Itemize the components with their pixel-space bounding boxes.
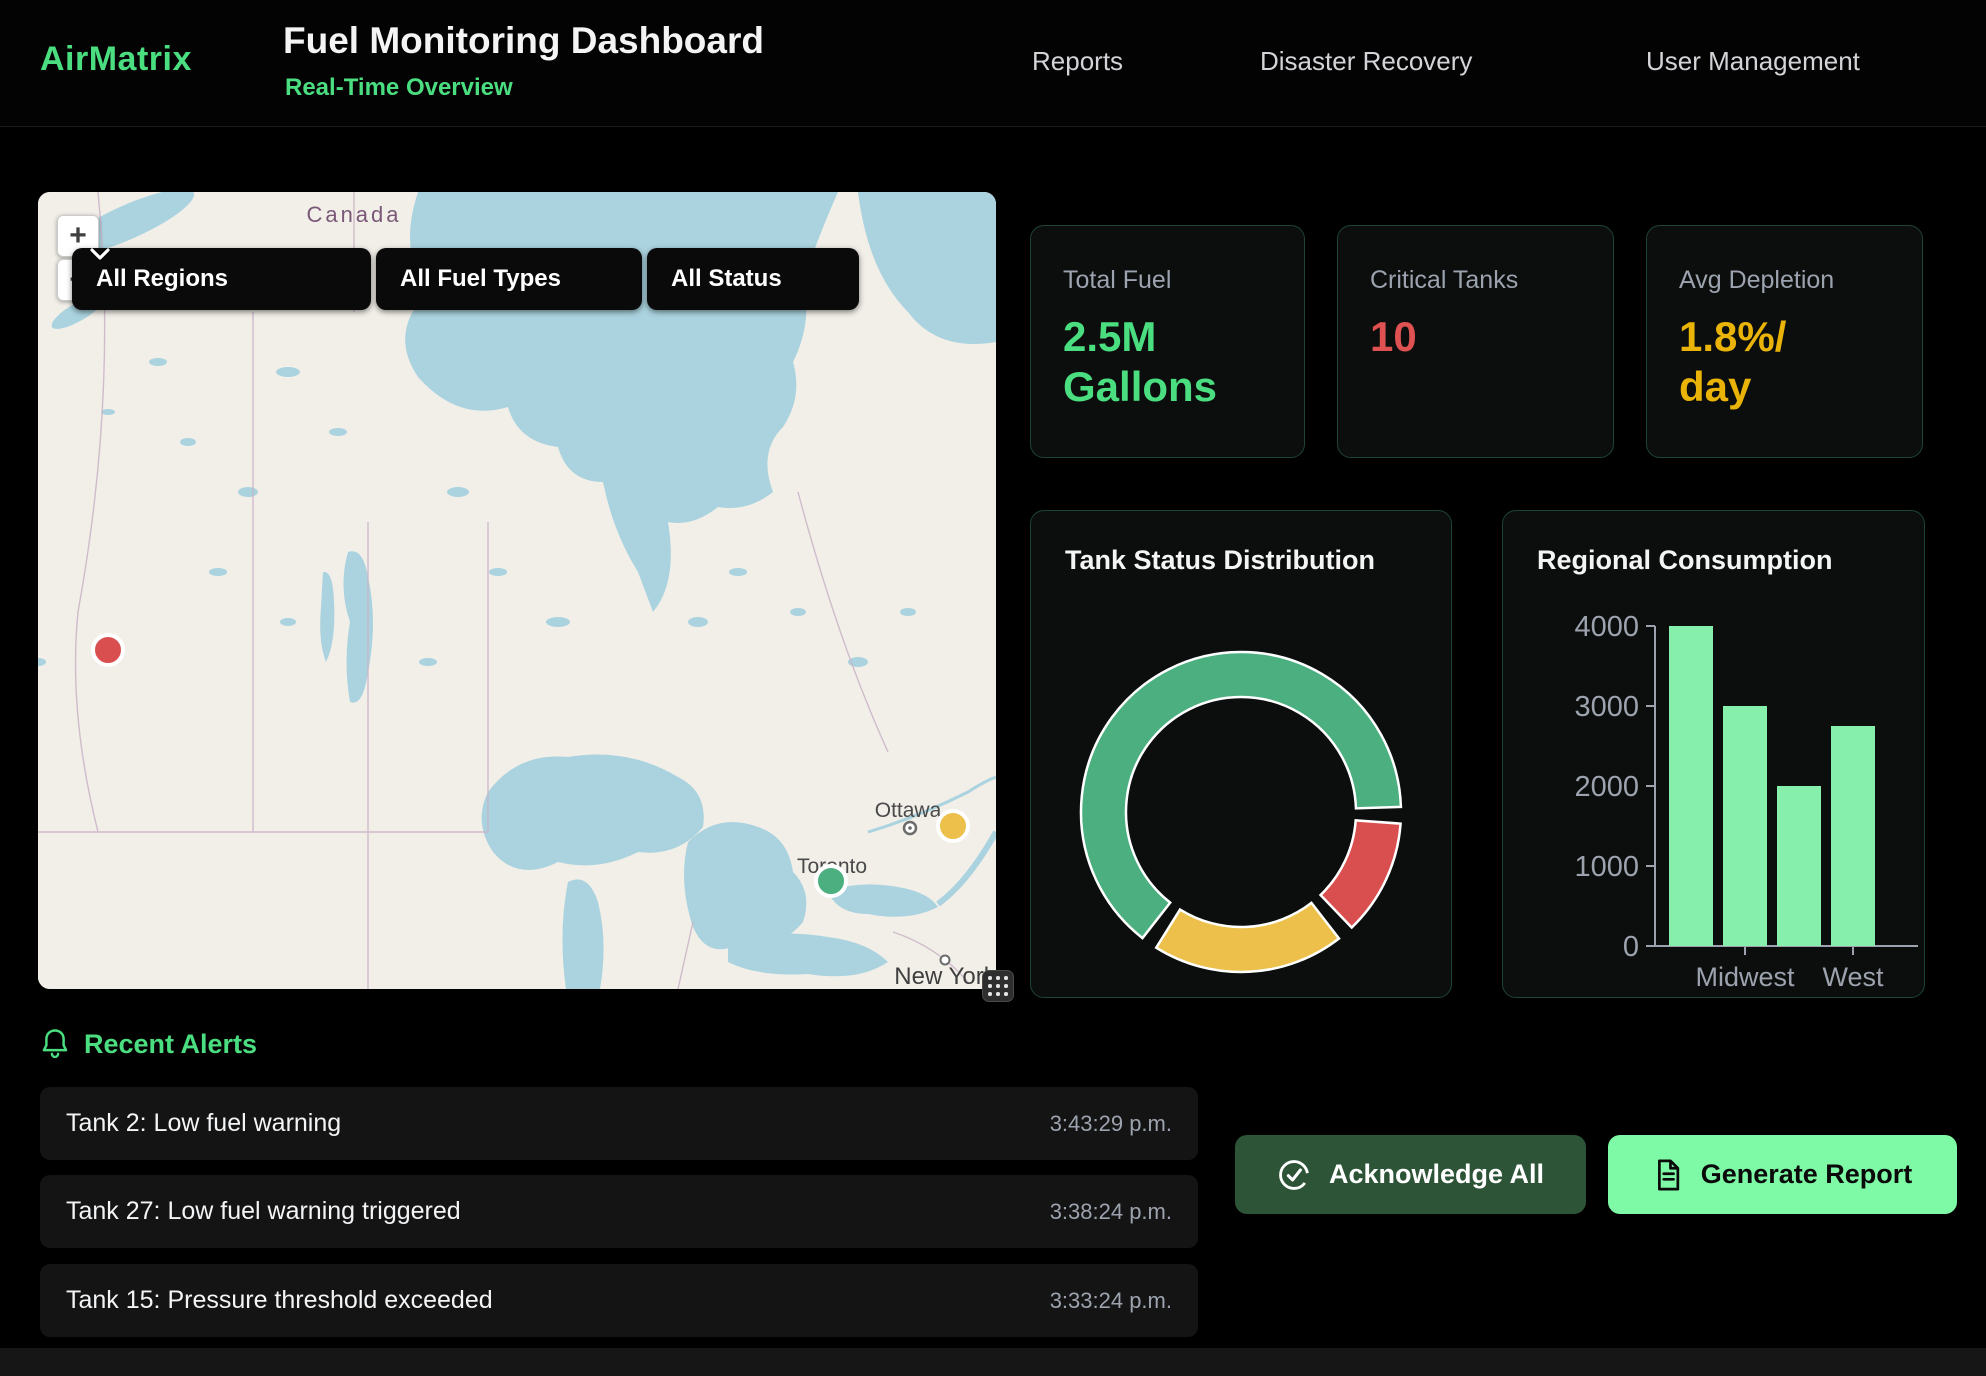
chart-title: Tank Status Distribution (1065, 545, 1375, 576)
stat-label: Total Fuel (1063, 266, 1171, 295)
y-axis-label: 3000 (1574, 691, 1639, 723)
tank-marker-normal[interactable] (816, 866, 846, 896)
tank-status-distribution-card: Tank Status Distribution (1030, 510, 1452, 998)
chart-title: Regional Consumption (1537, 545, 1832, 576)
fuel-type-filter-select[interactable]: All Fuel Types (376, 248, 642, 310)
alert-timestamp: 3:38:24 p.m. (1050, 1199, 1172, 1225)
fuel-dashboard-page: { "header": { "logo": "AirMatrix", "titl… (0, 0, 1986, 1376)
x-axis-label: West (1822, 962, 1884, 992)
stat-card-total-fuel: Total Fuel 2.5M Gallons (1030, 225, 1305, 458)
footer-bar (0, 1348, 1986, 1376)
bell-icon (40, 1028, 70, 1060)
document-icon (1653, 1159, 1683, 1191)
status-filter-select[interactable]: All Status (647, 248, 859, 310)
stat-value: 10 (1370, 312, 1417, 362)
acknowledge-all-button[interactable]: Acknowledge All (1235, 1135, 1586, 1214)
alert-timestamp: 3:33:24 p.m. (1050, 1288, 1172, 1314)
alert-message: Tank 27: Low fuel warning triggered (66, 1197, 461, 1226)
bar (1831, 726, 1875, 946)
stat-label: Avg Depletion (1679, 266, 1834, 295)
check-circle-icon (1277, 1158, 1311, 1192)
alert-row[interactable]: Tank 2: Low fuel warning 3:43:29 p.m. (40, 1087, 1198, 1160)
bar (1777, 786, 1821, 946)
y-axis-label: 4000 (1574, 611, 1639, 643)
region-filter-value: All Regions (96, 265, 228, 293)
map-label-canada: Canada (306, 202, 401, 227)
tank-marker-critical[interactable] (93, 635, 123, 665)
stat-card-critical-tanks: Critical Tanks 10 (1337, 225, 1614, 458)
map-canvas: Canada Ottawa Toronto New York (38, 192, 996, 989)
recent-alerts-title: Recent Alerts (84, 1029, 257, 1060)
donut-segment (1321, 820, 1401, 927)
nav-item-user-management[interactable]: User Management (1646, 46, 1860, 77)
y-axis-label: 2000 (1574, 771, 1639, 803)
brand-logo: AirMatrix (40, 40, 192, 79)
stat-card-avg-depletion: Avg Depletion 1.8%/ day (1646, 225, 1923, 458)
nav-item-disaster-recovery[interactable]: Disaster Recovery (1260, 46, 1472, 77)
x-axis-label: Midwest (1695, 962, 1795, 992)
y-axis-label: 0 (1623, 931, 1639, 963)
acknowledge-all-label: Acknowledge All (1329, 1159, 1544, 1190)
alert-row[interactable]: Tank 15: Pressure threshold exceeded 3:3… (40, 1264, 1198, 1337)
y-axis-label: 1000 (1574, 851, 1639, 883)
generate-report-button[interactable]: Generate Report (1608, 1135, 1957, 1214)
status-filter-value: All Status (671, 265, 782, 293)
map-label-new-york: New York (894, 963, 996, 989)
alert-message: Tank 15: Pressure threshold exceeded (66, 1286, 493, 1315)
bar (1723, 706, 1767, 946)
regional-consumption-card: Regional Consumption 0 1000 2000 3000 4000 Mi… (1502, 510, 1925, 998)
nav-item-reports[interactable]: Reports (1032, 46, 1123, 77)
alert-row[interactable]: Tank 27: Low fuel warning triggered 3:38… (40, 1175, 1198, 1248)
fuel-tanks-map[interactable]: Canada Ottawa Toronto New York + − All R… (38, 192, 996, 989)
chevron-down-icon (90, 248, 110, 260)
app-header: AirMatrix Fuel Monitoring Dashboard Real… (0, 0, 1986, 127)
page-title: Fuel Monitoring Dashboard (283, 20, 764, 62)
tank-status-donut-chart (1031, 591, 1453, 999)
donut-segment (1156, 903, 1339, 972)
alert-timestamp: 3:43:29 p.m. (1050, 1111, 1172, 1137)
regional-consumption-bar-chart: 0 1000 2000 3000 4000 Midwest West (1503, 591, 1926, 999)
map-filter-bar: All Regions All Fuel Types All Status (72, 248, 859, 310)
stat-value: 1.8%/ day (1679, 312, 1786, 411)
region-filter-select[interactable]: All Regions (72, 248, 371, 310)
stat-value: 2.5M Gallons (1063, 312, 1217, 411)
tank-marker-warning[interactable] (938, 811, 968, 841)
stat-label: Critical Tanks (1370, 266, 1518, 295)
alert-message: Tank 2: Low fuel warning (66, 1109, 341, 1138)
bar (1669, 626, 1713, 946)
page-subtitle: Real-Time Overview (285, 74, 513, 102)
recent-alerts-header: Recent Alerts (40, 1028, 257, 1060)
map-label-ottawa: Ottawa (875, 799, 942, 822)
map-resize-handle[interactable] (982, 970, 1014, 1002)
generate-report-label: Generate Report (1701, 1159, 1913, 1190)
fuel-type-filter-value: All Fuel Types (400, 265, 561, 293)
